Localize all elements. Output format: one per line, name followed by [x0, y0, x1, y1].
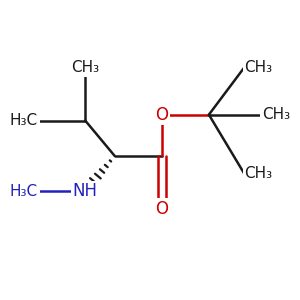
Text: CH₃: CH₃ — [262, 107, 290, 122]
Text: NH: NH — [73, 182, 98, 200]
Text: CH₃: CH₃ — [244, 166, 272, 181]
Text: O: O — [155, 200, 168, 218]
Text: CH₃: CH₃ — [244, 60, 272, 75]
Text: H₃C: H₃C — [10, 184, 38, 199]
Text: CH₃: CH₃ — [71, 60, 99, 75]
Text: O: O — [155, 106, 168, 124]
Text: H₃C: H₃C — [10, 113, 38, 128]
